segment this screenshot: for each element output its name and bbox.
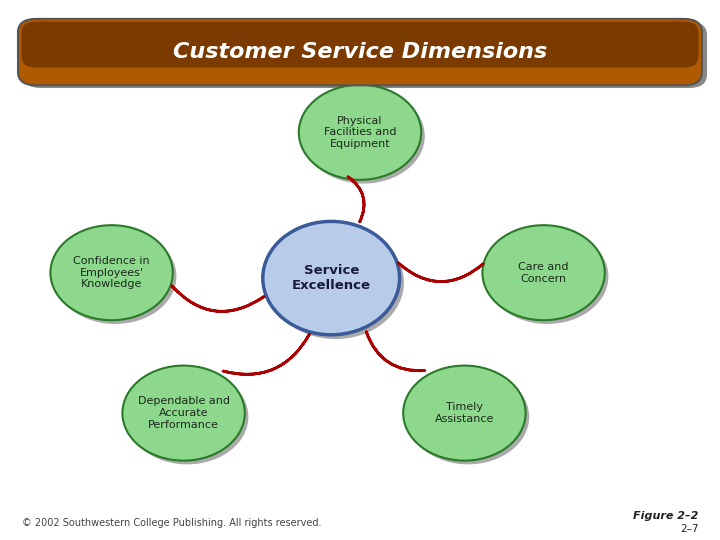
FancyArrowPatch shape: [223, 334, 310, 374]
Ellipse shape: [403, 366, 526, 461]
Text: Confidence in
Employees'
Knowledge: Confidence in Employees' Knowledge: [73, 256, 150, 289]
FancyArrowPatch shape: [171, 286, 264, 312]
FancyArrowPatch shape: [398, 263, 483, 281]
Ellipse shape: [126, 369, 248, 464]
Ellipse shape: [122, 366, 245, 461]
Text: © 2002 Southwestern College Publishing. All rights reserved.: © 2002 Southwestern College Publishing. …: [22, 518, 321, 528]
FancyBboxPatch shape: [23, 22, 707, 88]
Text: Physical
Facilities and
Equipment: Physical Facilities and Equipment: [324, 116, 396, 149]
Text: Customer Service Dimensions: Customer Service Dimensions: [173, 42, 547, 62]
FancyBboxPatch shape: [22, 22, 698, 68]
Ellipse shape: [263, 221, 400, 335]
Ellipse shape: [482, 225, 605, 320]
Text: Service
Excellence: Service Excellence: [292, 264, 371, 292]
FancyArrowPatch shape: [348, 177, 364, 222]
Ellipse shape: [299, 85, 421, 180]
Ellipse shape: [50, 225, 173, 320]
Text: Care and
Concern: Care and Concern: [518, 262, 569, 284]
Ellipse shape: [486, 229, 608, 324]
FancyBboxPatch shape: [18, 19, 702, 85]
Text: Figure 2–2: Figure 2–2: [633, 511, 698, 521]
Text: Timely
Assistance: Timely Assistance: [435, 402, 494, 424]
Ellipse shape: [407, 369, 529, 464]
Ellipse shape: [54, 229, 176, 324]
Ellipse shape: [302, 89, 425, 184]
Ellipse shape: [267, 226, 404, 339]
FancyArrowPatch shape: [366, 332, 425, 371]
Text: 2–7: 2–7: [680, 523, 698, 534]
Text: Dependable and
Accurate
Performance: Dependable and Accurate Performance: [138, 396, 230, 430]
